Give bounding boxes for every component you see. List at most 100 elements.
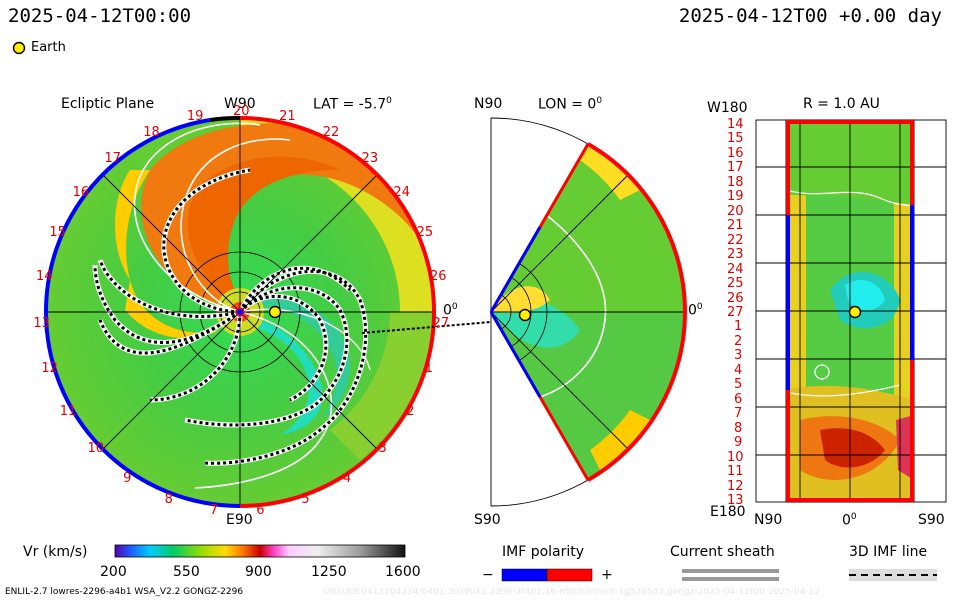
sheath-line-2 <box>682 577 779 581</box>
colorbar-tick-4: 1600 <box>385 564 421 580</box>
sphere-title: R = 1.0 AU <box>803 96 880 112</box>
ecliptic-title: Ecliptic Plane <box>61 96 155 112</box>
sphere-row-label: 12 <box>727 478 744 494</box>
sphere-x-mid: 00 <box>842 512 857 529</box>
sphere-x-left: N90 <box>754 512 783 528</box>
sphere-row-label: 9 <box>734 435 743 451</box>
footer-left: ENLIL-2.7 lowres-2296-a4b1 WSA_V2.2 GONG… <box>5 587 244 597</box>
carrington-tick-label: 24 <box>393 184 410 200</box>
carrington-tick-label: 19 <box>186 109 204 125</box>
sphere-top-left: W180 <box>707 100 748 116</box>
sphere-row-label: 4 <box>734 362 743 378</box>
ecliptic-lat-label: LAT = -5.70 <box>313 96 392 113</box>
ecliptic-top-label: W90 <box>224 96 256 112</box>
carrington-tick-label: 17 <box>104 150 121 166</box>
colorbar-label: Vr (km/s) <box>23 544 88 560</box>
colorbar-gradient <box>114 544 406 558</box>
imf3d-title: 3D IMF line <box>849 544 928 560</box>
earth-legend-icon <box>12 41 26 55</box>
carrington-tick-label: 20 <box>233 104 250 119</box>
sphere-row-label: 26 <box>727 290 744 306</box>
carrington-tick-label: 23 <box>361 150 379 166</box>
sphere-row-label: 13 <box>727 493 744 508</box>
sphere-row-label: 20 <box>727 203 744 219</box>
carrington-tick-label: 15 <box>49 224 66 240</box>
sphere-row-label: 22 <box>727 232 744 248</box>
sphere-row-label: 18 <box>727 174 744 190</box>
carrington-tick-label: 6 <box>256 502 265 518</box>
sphere-row-label: 24 <box>727 261 744 277</box>
colorbar-tick-1: 550 <box>173 564 200 580</box>
sphere-row-label: 8 <box>734 420 743 436</box>
sphere-row-label: 27 <box>727 305 744 320</box>
sphere-row-label: 25 <box>727 276 744 292</box>
ecliptic-to-meridional-connector <box>361 321 492 334</box>
sphere-x-right: S90 <box>918 512 945 528</box>
carrington-tick-label: 26 <box>429 269 447 285</box>
ecliptic-contours <box>92 122 371 489</box>
carrington-tick-label: 3 <box>378 441 387 457</box>
ecliptic-rim-negative <box>43 118 241 508</box>
imf-negative-swatch <box>501 568 548 582</box>
earth-marker-meridional <box>518 308 532 322</box>
meridional-lon-label: LON = 00 <box>538 96 603 113</box>
carrington-tick-label: 14 <box>36 269 53 285</box>
carrington-tick-label: 25 <box>416 224 434 240</box>
sphere-row-label: 15 <box>727 131 744 147</box>
carrington-tick-label: 2 <box>406 404 415 419</box>
carrington-tick-label: 11 <box>59 404 77 419</box>
sphere-row-label: 1 <box>734 319 743 335</box>
header-right-time: 2025-04-12T00 +0.00 day <box>678 5 942 27</box>
sphere-row-label: 14 <box>727 117 744 132</box>
earth-marker-ecliptic <box>268 305 282 319</box>
carrington-tick-label: 9 <box>123 471 132 487</box>
carrington-tick-label: 10 <box>87 441 105 457</box>
carrington-tick-label: 16 <box>72 184 90 200</box>
earth-legend-label: Earth <box>31 40 66 55</box>
sphere-row-label: 21 <box>727 218 744 234</box>
current-sheath-title: Current sheath <box>670 544 775 560</box>
carrington-tick-label: 27 <box>432 315 450 331</box>
footer-right: UNSUDE0413104214/64b1:30x90x1.2296-2f4b1… <box>323 588 821 597</box>
colorbar-tick-2: 900 <box>245 564 272 580</box>
carrington-tick-label: 22 <box>322 125 340 141</box>
sphere-row-label: 11 <box>727 464 744 480</box>
imf-minus-label: − <box>482 567 494 583</box>
carrington-tick-label: 21 <box>279 109 296 125</box>
sphere-row-label: 2 <box>734 333 743 349</box>
ecliptic-right-zero: 00 <box>443 302 458 319</box>
earth-marker-sphere <box>848 305 862 319</box>
sphere-row-label: 17 <box>727 160 744 176</box>
sun-marker <box>235 307 245 317</box>
sphere-bottom-left: E180 <box>710 504 746 520</box>
imf-positive-swatch <box>546 568 593 582</box>
meridional-right-zero: 00 <box>688 302 703 319</box>
carrington-tick-label: 1 <box>424 361 433 377</box>
sphere-row-label: 10 <box>727 449 744 465</box>
meridional-bottom-label: S90 <box>474 512 501 528</box>
colorbar-tick-3: 1250 <box>311 564 347 580</box>
imf-polarity-title: IMF polarity <box>502 544 585 560</box>
carrington-tick-label: 5 <box>301 491 310 507</box>
sphere-row-label: 16 <box>727 145 744 161</box>
carrington-tick-label: 4 <box>342 471 352 487</box>
sphere-row-label: 19 <box>727 189 744 205</box>
ecliptic-bottom-label: E90 <box>226 512 253 528</box>
carrington-tick-label: 18 <box>143 125 160 141</box>
carrington-tick-label: 12 <box>41 361 58 377</box>
imf-plus-label: + <box>601 567 613 583</box>
imf3d-swatch-bg <box>849 569 937 581</box>
sphere-row-label: 3 <box>734 348 743 364</box>
carrington-tick-label: 13 <box>33 315 50 331</box>
meridional-top-label: N90 <box>474 96 503 112</box>
header-left-time: 2025-04-12T00:00 <box>8 5 192 27</box>
sphere-row-label: 7 <box>734 406 743 422</box>
carrington-tick-label: 7 <box>209 502 219 518</box>
ecliptic-rim-positive <box>239 116 437 508</box>
sphere-row-label: 5 <box>734 377 743 393</box>
sphere-row-label: 23 <box>727 247 744 263</box>
carrington-tick-label: 8 <box>164 491 173 507</box>
sphere-row-label: 6 <box>734 391 743 407</box>
colorbar-tick-0: 200 <box>100 564 127 580</box>
